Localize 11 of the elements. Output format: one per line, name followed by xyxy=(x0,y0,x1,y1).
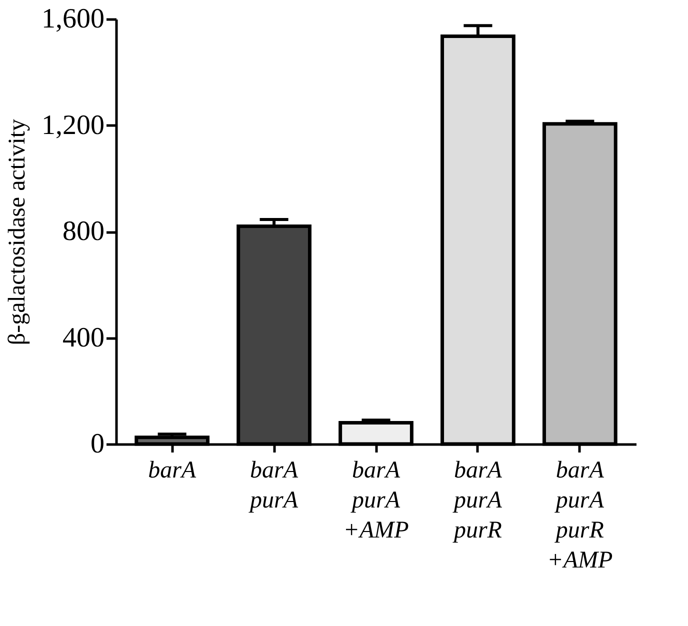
x-tick-label: barA purA purR +AMP xyxy=(547,458,614,574)
y-tick-label: 1,600 xyxy=(42,4,104,34)
y-axis-title: β-galactosidase activity xyxy=(4,118,30,346)
y-tick-label: 400 xyxy=(62,322,104,354)
x-tick-label: barA xyxy=(148,458,196,484)
y-tick-label: 1,200 xyxy=(42,110,104,141)
x-tick-label: barA purA xyxy=(248,458,298,514)
y-tick-label: 0 xyxy=(90,428,104,460)
x-tick-label: barA purA +AMP xyxy=(343,458,410,544)
y-tick-label: 800 xyxy=(62,216,104,247)
x-tick-label: barA purA purR xyxy=(452,458,502,544)
